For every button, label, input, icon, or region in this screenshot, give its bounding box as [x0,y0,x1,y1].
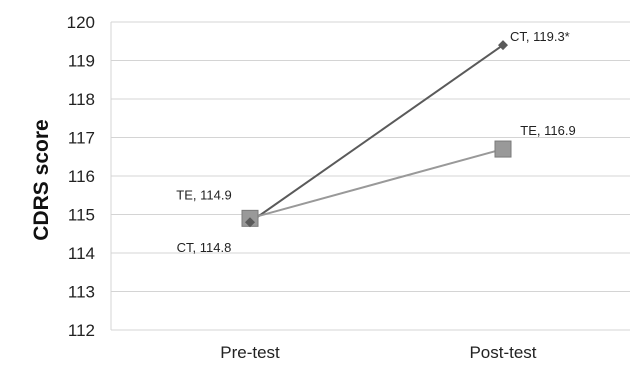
y-tick-label: 117 [68,129,95,148]
data-labels: TE, 114.9 CT, 114.8 CT, 119.3* TE, 116.9 [176,29,575,255]
y-tick-label: 119 [68,52,95,71]
y-tick-label: 118 [68,90,95,109]
marker-ct [245,217,255,228]
x-category-label: Pre-test [220,343,280,362]
marker-ct [498,40,508,51]
y-axis-title: CDRS score [30,119,53,240]
data-label: CT, 114.8 [177,240,232,255]
x-axis-categories: Pre-test Post-test [220,343,537,362]
data-label: TE, 116.9 [520,123,575,138]
y-tick-label: 115 [68,206,95,225]
y-tick-label: 116 [68,167,95,186]
data-label: CT, 119.3* [510,29,570,44]
series-markers [241,40,512,228]
series-line-ct [249,44,504,224]
y-tick-label: 114 [68,244,95,263]
gridlines [110,21,630,331]
y-tick-label: 120 [67,13,95,32]
series-lines [249,44,504,224]
series-line-te [249,148,504,220]
y-tick-label: 112 [68,321,95,340]
y-axis-ticks: 112 113 114 115 116 117 118 119 120 [67,13,95,340]
y-tick-label: 113 [68,283,95,302]
marker-te [494,140,512,158]
x-category-label: Post-test [469,343,536,362]
data-label: TE, 114.9 [176,187,231,202]
